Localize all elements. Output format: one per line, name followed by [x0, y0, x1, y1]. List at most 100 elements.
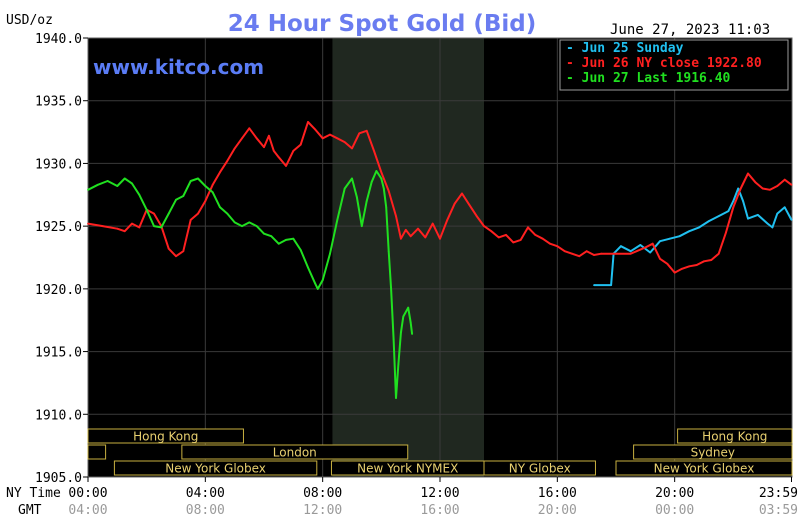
data-point — [571, 252, 573, 255]
data-point — [263, 232, 265, 235]
data-point — [737, 187, 740, 190]
data-point — [673, 271, 676, 274]
ny-tick-label: 00:00 — [68, 486, 107, 501]
data-point — [153, 225, 155, 228]
data-point — [490, 230, 493, 233]
session-label: New York NYMEX — [357, 462, 458, 476]
y-unit-label: USD/oz — [6, 13, 53, 28]
data-point — [404, 229, 407, 231]
data-point — [270, 235, 273, 238]
data-point — [204, 185, 207, 187]
gmt-tick-label: 12:00 — [303, 503, 342, 518]
data-point — [776, 212, 779, 215]
session-box — [633, 444, 793, 460]
data-point — [277, 156, 280, 159]
data-point — [123, 177, 126, 180]
gmt-tick-label: 16:00 — [420, 503, 459, 518]
session-label: Hong Kong — [133, 430, 198, 444]
data-point — [461, 192, 463, 195]
data-point — [629, 252, 632, 255]
data-point — [610, 284, 612, 286]
data-point — [343, 187, 346, 190]
data-point — [211, 183, 214, 186]
session-box — [87, 428, 244, 444]
data-point — [397, 363, 400, 365]
data-point — [299, 143, 302, 146]
data-point — [439, 237, 441, 240]
data-point — [681, 267, 683, 270]
data-point — [316, 288, 319, 290]
data-point — [593, 284, 595, 286]
session-label: London — [273, 446, 317, 460]
data-point — [387, 190, 390, 192]
data-point — [505, 234, 507, 236]
data-point — [263, 146, 265, 149]
data-point — [116, 185, 119, 187]
data-point — [783, 178, 786, 181]
data-point — [742, 200, 744, 203]
data-point — [153, 212, 155, 215]
data-point — [727, 210, 730, 213]
y-tick-label: 1940.0 — [35, 32, 82, 47]
data-point — [695, 264, 698, 266]
data-point — [407, 306, 410, 309]
data-point — [145, 208, 148, 211]
x-axis-ticks: 00:00 04:00 04:00 08:00 08:00 12:00 12:00 16:00… — [68, 477, 798, 518]
data-point — [395, 397, 397, 399]
data-point — [365, 200, 368, 203]
data-point — [387, 250, 390, 253]
data-point — [321, 137, 324, 140]
gmt-tick-label: 03:59 — [759, 503, 798, 518]
data-point — [771, 226, 774, 229]
data-point — [358, 132, 361, 135]
data-point — [585, 250, 588, 253]
data-point — [167, 247, 170, 250]
data-point — [204, 200, 207, 203]
trading-sessions: Hong Kong Hong Kong London Sydney New York G… — [87, 428, 793, 476]
legend-label-jun25: Jun 25 Sunday — [582, 41, 684, 56]
data-point — [688, 230, 691, 233]
data-point — [534, 234, 537, 236]
data-point — [703, 260, 705, 263]
data-point — [123, 230, 126, 233]
data-point — [307, 266, 309, 269]
watermark: www.kitco.com — [93, 55, 264, 79]
data-point — [96, 183, 99, 186]
data-point — [380, 177, 383, 180]
data-point — [197, 177, 199, 180]
data-point — [87, 222, 89, 225]
data-point — [390, 288, 392, 290]
series-line — [87, 121, 793, 274]
data-point — [395, 215, 397, 218]
data-point — [497, 236, 500, 239]
session-label: Sydney — [691, 446, 735, 460]
data-point — [541, 237, 544, 240]
data-point — [629, 250, 632, 253]
legend-label-jun27: Jun 27 Last 1916.40 — [582, 71, 731, 86]
data-point — [409, 235, 412, 238]
data-point — [747, 172, 749, 175]
data-point — [783, 206, 786, 209]
y-tick-label: 1910.0 — [35, 408, 82, 423]
data-point — [549, 242, 551, 245]
data-point — [101, 225, 104, 228]
data-point — [688, 265, 691, 268]
session-box — [615, 460, 793, 476]
data-point — [766, 222, 769, 225]
data-point — [360, 225, 363, 228]
data-point — [329, 252, 331, 255]
data-point — [160, 226, 163, 229]
data-point — [116, 227, 119, 230]
data-point — [233, 147, 236, 150]
data-point — [167, 212, 170, 215]
y-tick-label: 1930.0 — [35, 157, 82, 172]
data-point — [277, 242, 280, 245]
data-point — [678, 235, 681, 238]
session-label: New York Globex — [165, 462, 266, 476]
data-point — [475, 215, 478, 218]
data-point — [292, 237, 295, 240]
session-box — [181, 444, 409, 460]
data-point — [219, 171, 221, 174]
data-point — [375, 170, 378, 172]
data-point — [717, 252, 720, 255]
